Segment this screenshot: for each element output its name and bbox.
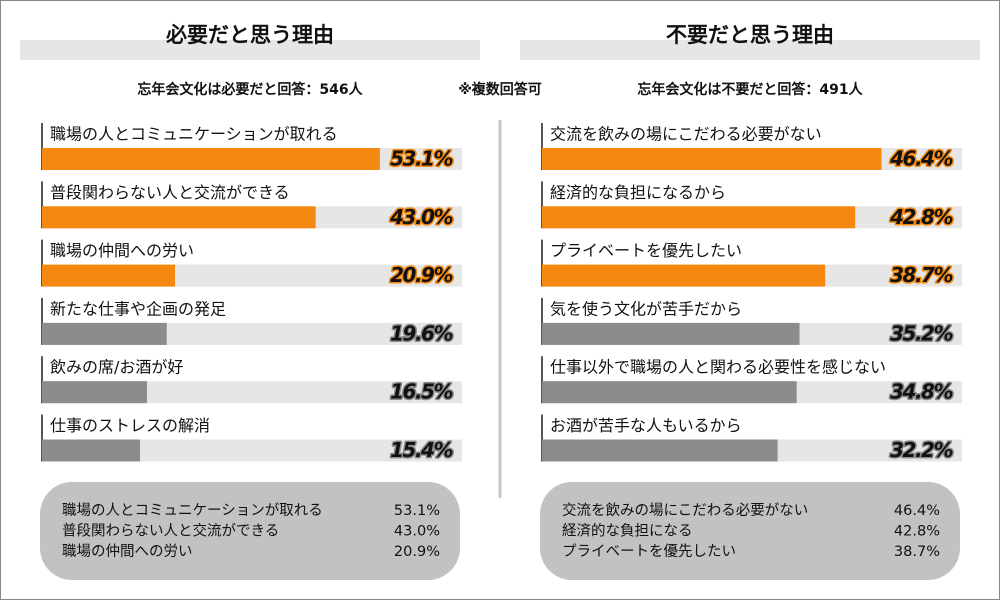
value-label: 15.4% <box>390 438 452 462</box>
summary-label: 職場の仲間への労い <box>62 543 193 560</box>
value-label: 34.8% <box>890 380 952 404</box>
summary-label: 経済的な負担になる <box>562 523 693 540</box>
bar <box>42 322 167 345</box>
bar <box>542 381 797 404</box>
category-label: 新たな仕事や企画の発足 <box>50 299 226 318</box>
value-label: 35.2% <box>890 321 952 345</box>
title-band <box>520 40 980 60</box>
summary-value: 46.4% <box>894 503 940 519</box>
summary-label: 交流を飲みの場にこだわる必要がない <box>562 501 808 519</box>
summary-label: 職場の人とコミュニケーションが取れる <box>62 502 323 519</box>
value-label: 53.1% <box>390 147 452 171</box>
category-label: 仕事のストレスの解消 <box>50 416 210 435</box>
summary-label: プライベートを優先したい <box>562 543 736 560</box>
summary-label: 普段関わらない人と交流ができる <box>62 522 279 540</box>
value-label: 32.2% <box>890 438 952 462</box>
title-band <box>20 40 480 60</box>
chart-title: 不要だと思う理由 <box>666 23 834 47</box>
summary-value: 20.9% <box>394 544 440 560</box>
bar <box>542 206 856 229</box>
bar <box>42 148 380 170</box>
bar <box>542 264 826 287</box>
summary-value: 43.0% <box>394 524 440 540</box>
category-label: 交流を飲みの場にこだわる必要がない <box>550 125 822 144</box>
category-label: 気を使う文化が苦手だから <box>550 299 742 318</box>
value-label: 42.8% <box>889 205 952 229</box>
category-label: 経済的な負担になるから <box>550 183 726 202</box>
category-label: 仕事以外で職場の人と関わる必要性を感じない <box>550 358 886 377</box>
bar <box>42 439 140 462</box>
value-label: 38.7% <box>890 263 952 287</box>
chart-title: 必要だと思う理由 <box>166 23 334 47</box>
category-label: プライベートを優先したい <box>550 241 742 260</box>
category-label: 職場の仲間への労い <box>50 241 194 260</box>
value-label: 46.4% <box>889 147 952 171</box>
summary-box <box>40 482 460 580</box>
summary-value: 38.7% <box>894 544 940 560</box>
bar <box>42 206 316 229</box>
bar <box>42 381 147 404</box>
summary-value: 42.8% <box>894 524 940 540</box>
bar <box>542 148 882 170</box>
bar <box>542 322 800 345</box>
summary-box <box>540 482 960 580</box>
subtitle: 忘年会文化は必要だと回答：546人 <box>137 81 363 98</box>
subtitle: 忘年会文化は不要だと回答：491人 <box>637 81 863 98</box>
category-label: 普段関わらない人と交流ができる <box>50 183 290 202</box>
summary-value: 53.1% <box>394 503 440 519</box>
bar <box>542 439 778 462</box>
value-label: 43.0% <box>389 205 452 229</box>
category-label: お酒が苦手な人もいるから <box>550 416 742 435</box>
note: ※複数回答可 <box>458 81 542 98</box>
category-label: 飲みの席/お酒が好 <box>50 358 183 377</box>
bar <box>42 264 175 287</box>
category-label: 職場の人とコミュニケーションが取れる <box>50 125 338 144</box>
value-label: 20.9% <box>390 263 452 287</box>
value-label: 19.6% <box>390 321 452 345</box>
bar-track <box>42 439 462 462</box>
value-label: 16.5% <box>390 380 452 404</box>
